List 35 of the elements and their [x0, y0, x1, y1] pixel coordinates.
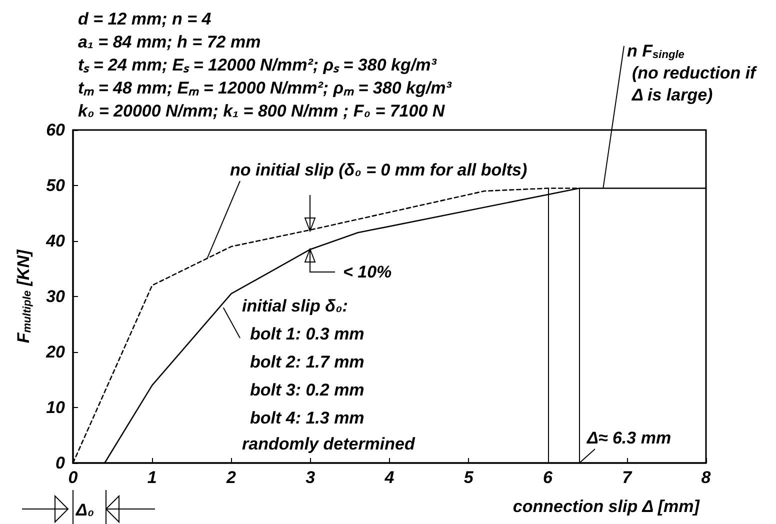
- y-tick-label: 20: [45, 342, 66, 362]
- text: k₀ = 20000 N/mm; k₁ = 800 N/mm ; F₀ = 7100 N: [78, 102, 446, 120]
- x-tick-label: 0: [68, 468, 78, 487]
- x-tick-label: 3: [306, 468, 316, 487]
- x-tick-label: 1: [147, 468, 157, 487]
- annotation: randomly determined: [242, 434, 416, 454]
- text: Δ₀: [75, 500, 94, 520]
- annotation: bolt 4: 1.3 mm: [250, 408, 364, 428]
- annotation: Δ≈ 6.3 mm: [586, 428, 672, 448]
- y-tick-label: 30: [46, 287, 66, 306]
- text: a₁ = 84 mm; h = 72 mm: [78, 32, 261, 52]
- y-tick-label: 60: [46, 120, 66, 140]
- annotation: bolt 1: 0.3 mm: [250, 324, 364, 344]
- y-tick-label: 10: [46, 398, 66, 417]
- y-tick-label: 50: [46, 176, 66, 195]
- y-axis-title: Fmultiple [KN]: [14, 248, 34, 344]
- annotation: bolt 3: 0.2 mm: [250, 380, 364, 400]
- text: tₘ = 48 mm; Eₘ = 12000 N/mm²; ρₘ = 380 kg/m³: [78, 78, 453, 98]
- text: d = 12 mm; n = 4: [78, 10, 212, 28]
- x-tick-label: 2: [226, 468, 237, 487]
- x-tick-label: 7: [622, 468, 634, 487]
- x-tick-label: 6: [543, 468, 554, 487]
- annotation: n Fsingle: [627, 42, 684, 61]
- text: tₛ = 24 mm; Eₛ = 12000 N/mm²; ρₛ = 380 kg/m³: [78, 56, 438, 74]
- y-tick-label: 0: [56, 454, 66, 472]
- y-tick-label: 40: [45, 232, 66, 250]
- annotation: no initial slip (δ₀ = 0 mm for all bolts): [230, 160, 528, 180]
- x-axis-title: connection slip Δ [mm]: [512, 497, 701, 516]
- x-tick-label: 4: [384, 468, 395, 487]
- annotation: bolt 2: 1.7 mm: [250, 352, 364, 372]
- x-tick-label: 5: [464, 468, 474, 487]
- x-tick-label: 8: [701, 468, 712, 487]
- annotation: initial slip δ₀:: [242, 296, 348, 316]
- text: (no reduction if Δ is large): [631, 64, 758, 104]
- annotation: < 10%: [343, 262, 392, 282]
